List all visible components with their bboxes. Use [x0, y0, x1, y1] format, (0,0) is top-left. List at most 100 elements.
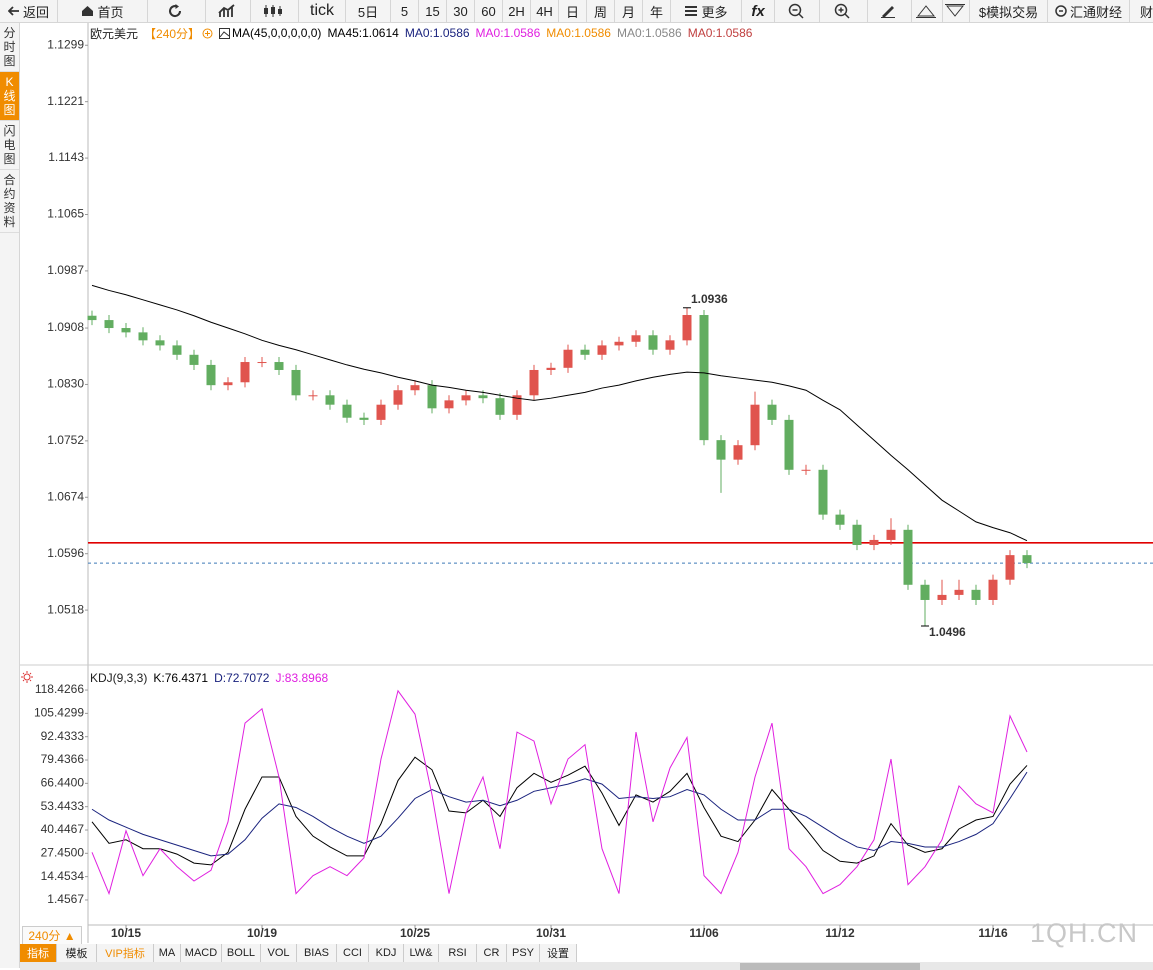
home-label: 首页	[97, 4, 124, 20]
period-month[interactable]: 月	[615, 0, 643, 22]
candle-body	[733, 445, 743, 460]
period-label: 5日	[357, 4, 379, 20]
candle-body	[818, 469, 828, 515]
price-legend: 欧元美元 【240分】 MA(45,0,0,0,0,0) MA45:1.0614 M…	[90, 26, 758, 41]
tab[interactable]: 模板	[57, 944, 97, 962]
tab[interactable]: PSY	[507, 944, 540, 962]
kdj-legend-item: D:72.7072	[214, 671, 270, 685]
sidebar-tab[interactable]: 合约资料	[0, 170, 19, 233]
period-15[interactable]: 15	[419, 0, 447, 22]
candle-body	[699, 315, 709, 441]
y-tick-label: 1.0518	[47, 602, 84, 616]
draw-button[interactable]	[868, 0, 912, 22]
icon-part	[21, 671, 33, 683]
y-tick-label: 1.0596	[47, 546, 84, 560]
tab[interactable]: VOL	[261, 944, 297, 962]
period-year[interactable]: 年	[643, 0, 671, 22]
refresh-button[interactable]	[148, 0, 206, 22]
ma-icon[interactable]	[219, 27, 231, 39]
sim-trade-button[interactable]: $模拟交易	[970, 0, 1048, 22]
sidebar-tab[interactable]: K线图	[0, 72, 19, 121]
period-button[interactable]: 240分 ▲	[22, 926, 82, 945]
tab[interactable]: MA	[154, 944, 181, 962]
tab-label: MA	[158, 947, 176, 959]
period-label: 月	[621, 4, 635, 20]
candle-body	[886, 529, 896, 540]
back-button[interactable]: 返回	[0, 0, 58, 22]
candle-body	[648, 335, 658, 350]
period-5d[interactable]: 5日	[346, 0, 391, 22]
sidebar-tab[interactable]: 分时图	[0, 23, 19, 72]
sim-trade-label: $模拟交易	[978, 4, 1039, 20]
candle-body	[580, 349, 590, 355]
tab[interactable]: MACD	[181, 944, 222, 962]
period-button-label: 240分 ▲	[28, 929, 76, 943]
fx678-button[interactable]: 汇通财经	[1048, 0, 1130, 22]
tab[interactable]: 设置	[540, 944, 577, 962]
y-tick-label: 1.0830	[47, 377, 84, 391]
candle-body	[495, 398, 505, 415]
candle-body	[104, 320, 114, 329]
tab-label: VIP指标	[105, 948, 145, 960]
more-button[interactable]: 更多	[671, 0, 742, 22]
zoom-out-button[interactable]	[775, 0, 820, 22]
period-60[interactable]: 60	[475, 0, 503, 22]
candle-body	[240, 362, 250, 383]
candle-body	[614, 341, 624, 346]
kdj-legend: KDJ(9,3,3) K:76.4371 D:72.7072 J:83.8968	[90, 671, 334, 685]
candle-body	[801, 469, 811, 471]
tab-label: VOL	[267, 947, 290, 959]
zoom-out-icon	[788, 3, 804, 19]
candle-body	[937, 594, 947, 600]
triangle-up-button[interactable]	[912, 0, 943, 22]
candle-body	[138, 332, 148, 341]
zoom-in-button[interactable]	[820, 0, 868, 22]
sidebar-tab[interactable]: 闪电图	[0, 121, 19, 170]
candle-body	[852, 524, 862, 546]
tab[interactable]: RSI	[439, 944, 477, 962]
candle-body	[597, 345, 607, 355]
tab[interactable]: 指标	[20, 944, 57, 962]
home-button[interactable]: 首页	[58, 0, 148, 22]
symbol-title: 欧元美元	[90, 26, 139, 41]
scroll-thumb[interactable]	[740, 963, 920, 970]
formula-label: fx	[751, 2, 765, 20]
tab-label: 指标	[27, 948, 49, 960]
tab[interactable]: VIP指标	[97, 944, 154, 962]
menu-icon	[685, 6, 698, 16]
indicator-button[interactable]	[206, 0, 251, 22]
tab[interactable]: BOLL	[222, 944, 261, 962]
triangle-down-button[interactable]	[943, 0, 970, 22]
period-2h[interactable]: 2H	[503, 0, 531, 22]
period-4h[interactable]: 4H	[531, 0, 559, 22]
ma-legend-item: MA(45,0,0,0,0,0)	[232, 26, 322, 40]
scrollbar	[20, 962, 1153, 970]
tab[interactable]: BIAS	[297, 944, 337, 962]
period-label: 2H	[508, 3, 525, 19]
sidebar-tab-label: 闪电图	[3, 124, 16, 166]
candle-body	[478, 395, 488, 399]
period-30[interactable]: 30	[447, 0, 475, 22]
sidebar-tab-label: 合约资料	[3, 173, 16, 229]
tab[interactable]: CR	[477, 944, 507, 962]
formula-button[interactable]: fx	[742, 0, 775, 22]
finance-button[interactable]: 财	[1130, 0, 1153, 22]
add-icon[interactable]	[202, 28, 213, 39]
period-5[interactable]: 5	[391, 0, 419, 22]
tab-label: RSI	[448, 947, 467, 959]
ma-legend-item: MA0:1.0586	[616, 26, 682, 40]
tab[interactable]: KDJ	[369, 944, 404, 962]
y-tick-label: 1.1299	[47, 37, 84, 51]
candle-button[interactable]	[251, 0, 299, 22]
candle-body	[716, 440, 726, 460]
candle-body	[155, 340, 165, 346]
candle-body	[359, 417, 369, 420]
tick-button[interactable]: tick	[299, 0, 346, 22]
period-day[interactable]: 日	[559, 0, 587, 22]
tab[interactable]: LW&	[404, 944, 439, 962]
y-tick-label: 1.1143	[48, 150, 84, 164]
refresh-icon	[169, 4, 182, 18]
period-week[interactable]: 周	[587, 0, 615, 22]
tab[interactable]: CCI	[337, 944, 369, 962]
candle-body	[767, 404, 777, 420]
